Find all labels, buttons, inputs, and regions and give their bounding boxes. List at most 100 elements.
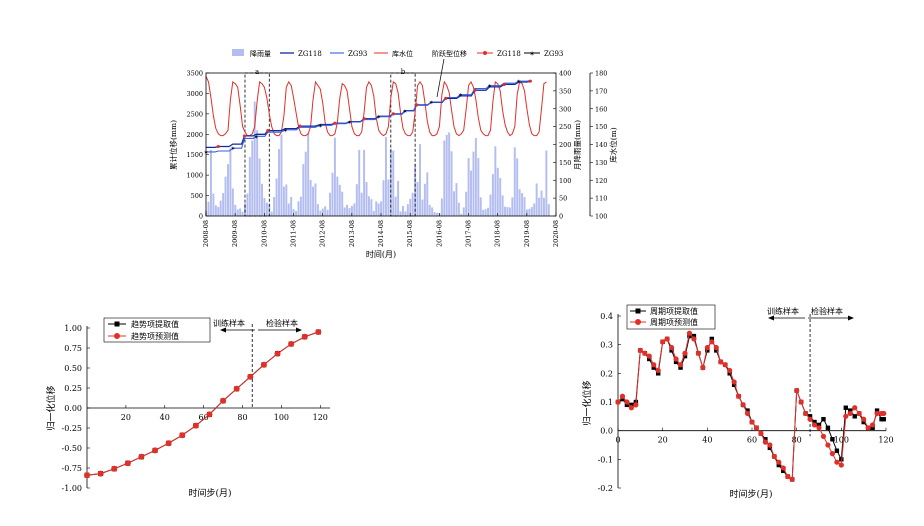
trend-y-tick-label: -0.75 [61, 464, 82, 473]
rain-tick-label: 50 [559, 195, 567, 203]
rainfall-bar [280, 134, 283, 216]
legend-step-zg93-label: ZG93 [544, 50, 563, 58]
trend-predict-point [192, 422, 199, 429]
periodic-axes: 0.4 0.3 0.2 0.1 0.0 -0.1 -0.2 0 20 40 60 80 100 120 [598, 312, 894, 493]
left-tick-label: 500 [191, 192, 203, 200]
periodic-predict-point [677, 362, 684, 368]
trend-train-label: 训练样本 [213, 318, 245, 328]
trend-y-tick-label: -1.00 [61, 484, 82, 493]
periodic-extract-point [651, 365, 656, 370]
level-tick-label: 130 [595, 159, 607, 167]
rainfall-bar [353, 203, 356, 216]
rainfall-bar [231, 188, 234, 216]
periodic-extract-point [647, 356, 652, 362]
periodic-predict-point [673, 356, 679, 362]
rainfall-bar [542, 197, 545, 216]
rainfall-bar [479, 197, 482, 216]
step-zg118-marker [333, 121, 337, 125]
rainfall-bar [212, 193, 215, 216]
trend-y-tick-label: 0.75 [64, 344, 82, 353]
periodic-predict-point [651, 362, 657, 368]
level-tick-label: 160 [595, 105, 607, 113]
periodic-extract-point [848, 408, 853, 413]
rainfall-bar [496, 167, 499, 216]
rainfall-bar [384, 136, 387, 216]
step-zg93-marker: ✶ [254, 134, 259, 141]
periodic-predict-point [856, 410, 862, 417]
annotation-label-b: b [401, 68, 406, 76]
periodic-extract-point [852, 414, 857, 419]
periodic-predict-point [736, 393, 742, 399]
step-zg118-marker [502, 82, 506, 87]
rain-tick-label: 400 [559, 70, 571, 78]
level-tick-label: 170 [595, 87, 607, 95]
periodic-extract-point [861, 419, 866, 425]
periodic-y-tick-label: 0.4 [600, 312, 613, 321]
rainfall-bar [256, 130, 259, 216]
rainfall-bar [491, 174, 494, 216]
trend-y-tick-label: -0.50 [61, 444, 82, 453]
periodic-extract-point [620, 396, 625, 402]
trend-y-tick-label: 0.25 [64, 384, 82, 393]
step-zg93-marker: ✶ [347, 120, 352, 127]
step-zg93-marker: ✶ [487, 83, 492, 90]
rainfall-bar [253, 101, 256, 216]
trend-legend-extract-marker [114, 321, 120, 327]
step-zg93-marker: ✶ [230, 146, 235, 153]
top-legend: 降雨量 ZG118 ZG93 库水位 阶跃型位移 ZG118 ✶ ZG93 [232, 49, 563, 98]
rainfall-bar [222, 193, 225, 216]
rain-tick-label: 250 [559, 123, 571, 131]
trend-x-tick-label: 100 [274, 413, 289, 422]
rainfall-bar [355, 184, 358, 216]
rainfall-bar [360, 192, 363, 216]
top-ylabel-level: 库水位(m) [608, 127, 618, 163]
rainfall-bar [530, 207, 533, 216]
trend-predict-point [152, 447, 159, 454]
step-zg118-marker [473, 88, 477, 92]
legend-zg93-label: ZG93 [348, 50, 367, 58]
rainfall-bar [375, 201, 378, 216]
step-zg93-marker: ✶ [376, 114, 381, 121]
rainfall-bar [251, 140, 254, 216]
rainfall-bar [219, 200, 222, 216]
rainfall-bar [336, 176, 339, 216]
left-tick-label: 1500 [186, 151, 203, 159]
step-zg118-marker [414, 103, 419, 107]
rainfall-bar [275, 178, 278, 216]
rainfall-bar [338, 184, 341, 216]
rainfall-bar [341, 191, 344, 216]
rainfall-bar [248, 157, 251, 216]
top-ylabel-rain: 月降雨量(mm) [572, 120, 582, 170]
periodic-legend: 周期项提取值 周期项预测值 [626, 304, 716, 330]
periodic-predict-point [776, 459, 782, 465]
rainfall-bar [521, 193, 524, 216]
periodic-extract-point [807, 414, 813, 419]
periodic-x-tick-label: 80 [792, 436, 802, 445]
periodic-predict-point [718, 359, 724, 365]
periodic-x-tick-label: 100 [834, 436, 849, 445]
periodic-extract-point [669, 348, 674, 353]
rainfall-bar [525, 209, 528, 216]
rainfall-bar [538, 197, 541, 216]
periodic-legend-predict-label: 周期项预测值 [650, 317, 698, 327]
rainfall-bar [462, 207, 465, 216]
periodic-extract-point [731, 382, 737, 387]
trend-predict-point [179, 432, 186, 439]
rainfall-bar [299, 196, 302, 216]
periodic-predict-point [637, 347, 643, 353]
trend-series [84, 329, 322, 479]
periodic-extract-point [629, 402, 634, 408]
rainfall-bar [207, 201, 210, 216]
left-tick-label: 3500 [186, 70, 203, 78]
periodic-predict-point [785, 473, 791, 480]
annotation-label-a: a [255, 68, 259, 76]
rainfall-bar [453, 191, 455, 216]
rainfall-bar [263, 198, 266, 216]
rainfall-bar [365, 182, 368, 216]
x-tick-label: 2008-08 [202, 220, 210, 247]
trend-line-0 [86, 331, 319, 476]
trend-predict-point [247, 373, 254, 380]
rainfall-bar [457, 202, 460, 216]
rainfall-bar [467, 158, 470, 216]
rainfall-bar [372, 210, 375, 216]
